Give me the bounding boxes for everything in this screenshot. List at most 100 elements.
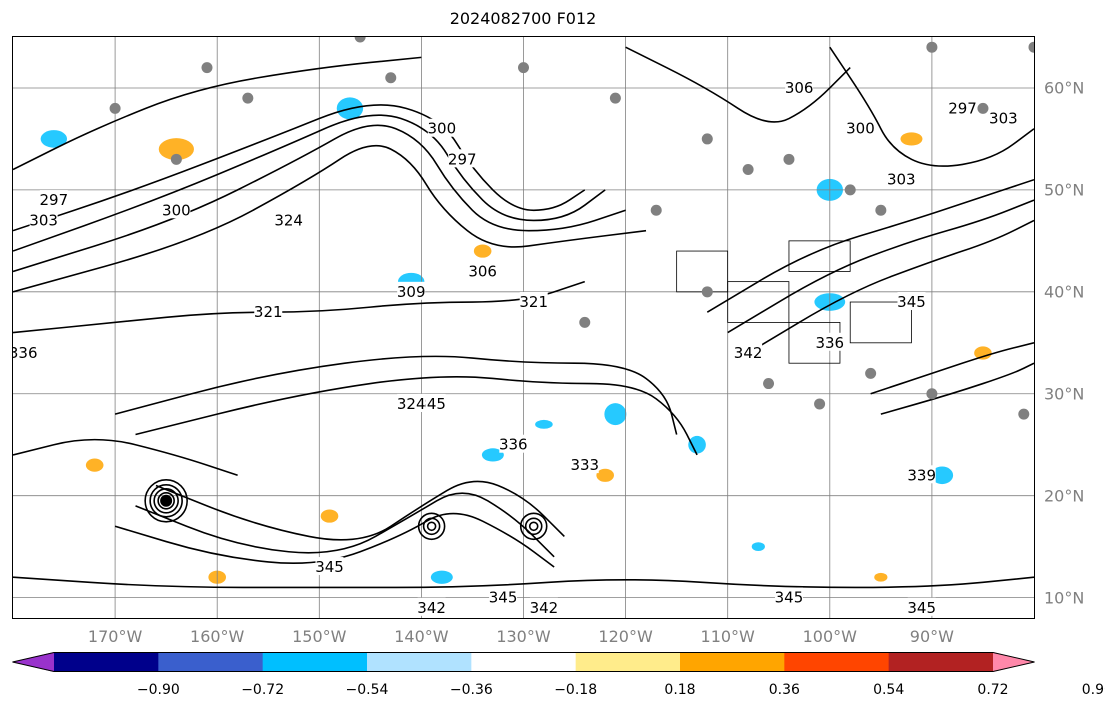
station-dot <box>518 62 529 74</box>
contour-label: 336 <box>13 344 38 362</box>
longitude-label: 90°W <box>909 627 954 646</box>
anomaly-patch <box>596 468 614 482</box>
contour-label: 303 <box>887 171 916 189</box>
latitude-label: 50°N <box>1044 180 1085 200</box>
station-dot <box>650 204 662 216</box>
theta-contours <box>13 46 1034 589</box>
contour-label-bg <box>397 393 426 412</box>
colorbar-tick-label: −0.36 <box>449 682 493 698</box>
contour-label-bg <box>29 210 58 229</box>
vortex-contour <box>153 487 179 514</box>
contour-line <box>13 280 586 334</box>
state-outline <box>727 281 790 323</box>
contour-line <box>13 104 586 232</box>
contour-line <box>13 576 1034 589</box>
contour-label-bg <box>907 465 936 484</box>
colorbar-tick-label: 0.90 <box>1081 682 1105 698</box>
colorbar-tick-label: −0.90 <box>136 682 180 698</box>
colorbar-segment <box>54 652 159 672</box>
colorbar-tick-label: −0.18 <box>554 682 598 698</box>
anomaly-patch <box>931 466 954 485</box>
contour-label-bg <box>315 557 344 576</box>
latitude-label: 30°N <box>1044 384 1085 404</box>
anomaly-patch <box>751 542 765 552</box>
station-dot <box>977 102 989 114</box>
contour-line <box>135 492 555 558</box>
vortex-contour <box>426 521 437 532</box>
station-dot <box>170 153 182 165</box>
contour-line <box>13 438 238 477</box>
contour-label: 303 <box>29 211 58 229</box>
colorbar-tick-label: 0.72 <box>977 682 1009 698</box>
contour-line <box>13 114 606 252</box>
station-dot <box>701 286 713 298</box>
colorbar-segment <box>471 652 577 672</box>
anomaly-patch <box>874 572 888 582</box>
colorbar-segment <box>680 652 785 672</box>
state-outline <box>849 301 912 344</box>
contour-label-bg <box>785 77 814 96</box>
contour-line <box>829 46 1034 167</box>
colorbar-tick-label: 0.18 <box>664 682 696 698</box>
contour-label: 303 <box>989 110 1018 128</box>
contour-label: 342 <box>530 599 559 617</box>
station-dot <box>701 133 713 145</box>
station-dot <box>926 388 938 400</box>
station-dot <box>242 92 254 104</box>
contour-label: 297 <box>448 150 477 168</box>
contour-label-bg <box>427 118 456 137</box>
contour-label: 300 <box>427 120 456 138</box>
contour-label: 336 <box>815 334 844 352</box>
contour-label-bg <box>274 210 303 229</box>
colorbar <box>12 652 1035 672</box>
contour-label: 345 <box>907 599 936 617</box>
map-panel[interactable]: 297 303 300 324 321 309 306 321 300 297 306 300 303 2… <box>12 36 1035 619</box>
station-dots <box>109 37 1034 420</box>
contour-label-bg <box>254 302 283 321</box>
contour-label: 309 <box>397 283 426 301</box>
station-dot <box>201 62 213 74</box>
state-outline <box>676 250 729 293</box>
contour-label: 324 <box>397 395 426 413</box>
contour-label-bg <box>468 261 497 280</box>
anomaly-patch <box>481 448 504 462</box>
contour-label: 339 <box>907 466 936 484</box>
station-dot <box>814 398 826 410</box>
contour-line <box>155 480 565 541</box>
contour-line <box>114 355 678 435</box>
anomaly-patch <box>688 435 706 454</box>
anomaly-patch <box>430 570 453 584</box>
contour-label-bg <box>570 455 599 474</box>
colorbar-extend-low <box>12 652 54 672</box>
longitude-label: 150°W <box>292 627 347 646</box>
anomaly-patch <box>473 244 492 258</box>
station-dot <box>926 41 938 53</box>
contour-label-bg <box>907 597 936 616</box>
colorbar-outline <box>12 652 1035 672</box>
station-dot <box>875 204 887 216</box>
contour-line <box>880 362 1034 415</box>
contour-label-bg <box>417 597 446 616</box>
anomaly-patch <box>535 419 553 429</box>
anomaly-patch <box>974 346 992 360</box>
contour-label: 324 <box>274 211 303 229</box>
graticule <box>13 37 1034 618</box>
contour-label-bg <box>897 292 926 311</box>
longitude-label: 170°W <box>87 627 143 646</box>
anomaly-patch <box>900 132 923 146</box>
contour-label-bg <box>39 190 68 209</box>
contour-label: 306 <box>468 262 497 280</box>
latitude-label: 20°N <box>1044 486 1085 506</box>
vortex-contour <box>149 483 183 518</box>
contour-label: 333 <box>570 456 599 474</box>
contour-label: 345 <box>315 558 344 576</box>
contour-label: 306 <box>785 79 814 97</box>
station-dot <box>109 102 121 114</box>
contour-label-bg <box>448 149 477 168</box>
contour-label-bg <box>529 597 558 616</box>
contour-labels: 297 303 300 324 321 309 306 321 300 297 306 300 303 2… <box>13 77 1018 617</box>
contour-line <box>747 219 1034 354</box>
contour-label-bg <box>774 587 803 606</box>
contour-label: 342 <box>734 344 763 362</box>
colorbar-extend-high <box>993 652 1035 672</box>
